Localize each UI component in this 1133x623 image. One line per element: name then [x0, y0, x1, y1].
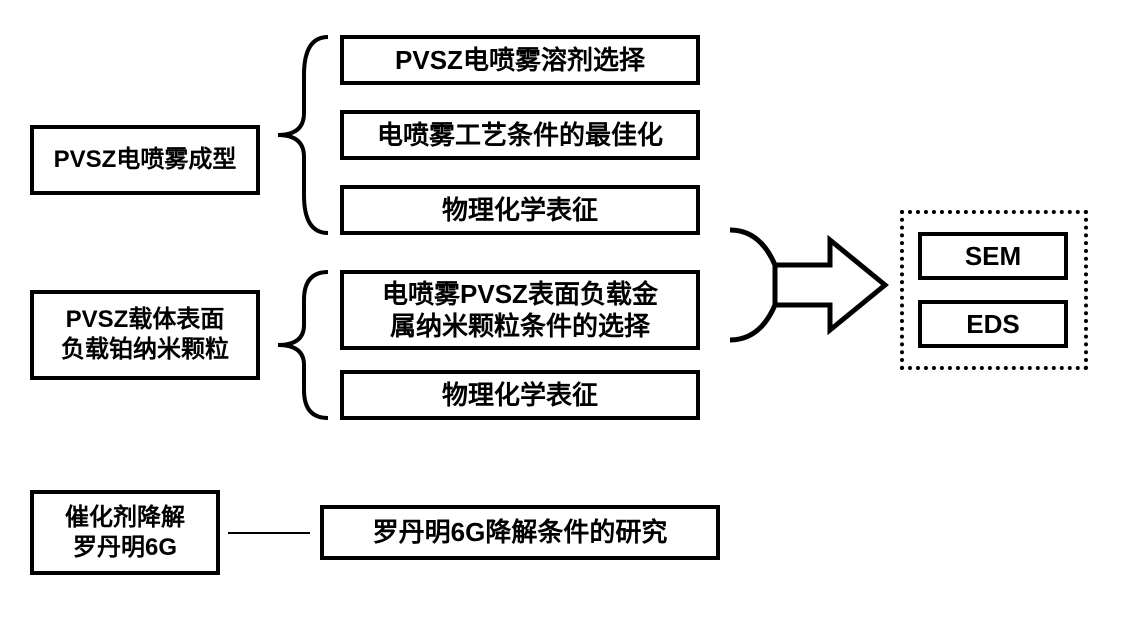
box-mid-1-label: PVSZ电喷雾溶剂选择	[395, 44, 645, 77]
box-mid-2: 电喷雾工艺条件的最佳化	[340, 110, 700, 160]
box-left-1-label: PVSZ电喷雾成型	[54, 145, 237, 175]
box-eds: EDS	[918, 300, 1068, 348]
bracket-top	[270, 35, 330, 235]
box-mid-5-label: 物理化学表征	[442, 379, 598, 412]
connector-left3-mid6	[228, 528, 318, 538]
box-left-2-label: PVSZ载体表面 负载铂纳米颗粒	[61, 305, 229, 365]
box-left-1: PVSZ电喷雾成型	[30, 125, 260, 195]
box-sem: SEM	[918, 232, 1068, 280]
box-sem-label: SEM	[965, 240, 1021, 273]
box-mid-3-label: 物理化学表征	[442, 194, 598, 227]
bracket-bottom	[270, 270, 330, 420]
box-mid-4-label: 电喷雾PVSZ表面负载金 属纳米颗粒条件的选择	[382, 278, 658, 343]
box-mid-2-label: 电喷雾工艺条件的最佳化	[377, 119, 663, 152]
box-mid-6: 罗丹明6G降解条件的研究	[320, 505, 720, 560]
diagram-canvas: PVSZ电喷雾成型 PVSZ载体表面 负载铂纳米颗粒 催化剂降解 罗丹明6G P…	[0, 0, 1133, 623]
box-mid-1: PVSZ电喷雾溶剂选择	[340, 35, 700, 85]
box-mid-6-label: 罗丹明6G降解条件的研究	[373, 516, 668, 549]
box-mid-3: 物理化学表征	[340, 185, 700, 235]
box-left-3: 催化剂降解 罗丹明6G	[30, 490, 220, 575]
box-left-3-label: 催化剂降解 罗丹明6G	[65, 503, 185, 563]
box-mid-5: 物理化学表征	[340, 370, 700, 420]
box-mid-4: 电喷雾PVSZ表面负载金 属纳米颗粒条件的选择	[340, 270, 700, 350]
box-left-2: PVSZ载体表面 负载铂纳米颗粒	[30, 290, 260, 380]
box-eds-label: EDS	[966, 308, 1019, 341]
big-arrow-right	[730, 185, 890, 385]
